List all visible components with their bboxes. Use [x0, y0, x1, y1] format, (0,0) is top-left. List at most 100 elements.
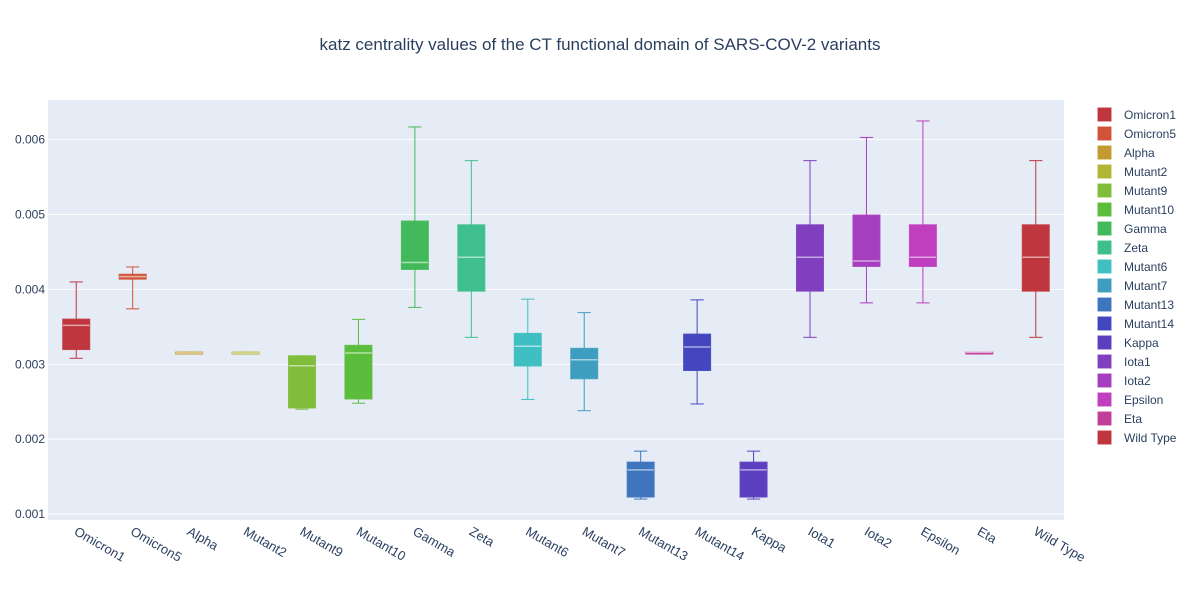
- box-iqr: [852, 214, 881, 267]
- box-kappa[interactable]: [739, 450, 768, 500]
- box-mutant6[interactable]: [513, 298, 542, 400]
- legend-swatch: [1097, 354, 1112, 369]
- legend-label: Wild Type: [1124, 431, 1177, 445]
- box-omicron1[interactable]: [62, 281, 91, 359]
- legend-item[interactable]: Eta: [1097, 411, 1142, 426]
- legend-label: Mutant9: [1124, 184, 1168, 198]
- x-tick-label: Eta: [975, 524, 1000, 547]
- y-axis: 0.001 0.002 0.003 0.004 0.005 0.006: [15, 133, 45, 521]
- legend-item[interactable]: Omicron5: [1097, 126, 1176, 141]
- box-eta[interactable]: [965, 351, 994, 355]
- x-tick-label: Gamma: [410, 524, 458, 560]
- legend[interactable]: Omicron1 Omicron5 Alpha Mutant2 Mutant9 Mutan…: [1097, 107, 1177, 445]
- y-tick-label: 0.003: [15, 357, 45, 371]
- legend-item[interactable]: Wild Type: [1097, 430, 1177, 445]
- x-tick-label: Zeta: [467, 524, 498, 550]
- legend-item[interactable]: Mutant9: [1097, 183, 1168, 198]
- x-tick-label: Omicron1: [72, 524, 128, 565]
- legend-label: Mutant6: [1124, 260, 1168, 274]
- box-mutant13[interactable]: [626, 450, 655, 500]
- y-tick-label: 0.005: [15, 208, 45, 222]
- box-iota1[interactable]: [795, 160, 825, 338]
- box-mutant7[interactable]: [570, 312, 599, 412]
- box-iqr: [683, 333, 712, 372]
- box-iqr: [908, 224, 937, 267]
- legend-item[interactable]: Iota1: [1097, 354, 1151, 369]
- box-zeta[interactable]: [457, 160, 486, 338]
- box-mutant2[interactable]: [231, 351, 260, 355]
- box-iqr: [570, 347, 599, 380]
- legend-label: Kappa: [1124, 336, 1159, 350]
- legend-swatch: [1097, 373, 1112, 388]
- legend-item[interactable]: Mutant10: [1097, 202, 1174, 217]
- legend-label: Omicron1: [1124, 108, 1176, 122]
- box-gamma[interactable]: [400, 126, 429, 308]
- legend-swatch: [1097, 335, 1112, 350]
- legend-item[interactable]: Alpha: [1097, 145, 1155, 160]
- box-iqr: [62, 318, 91, 351]
- box-iqr: [739, 461, 768, 498]
- legend-item[interactable]: Mutant2: [1097, 164, 1168, 179]
- legend-item[interactable]: Mutant7: [1097, 278, 1168, 293]
- y-tick-label: 0.001: [15, 507, 45, 521]
- box-iqr: [400, 220, 429, 270]
- box-mutant9[interactable]: [287, 355, 317, 410]
- box-series-group: [62, 120, 1050, 500]
- x-tick-label: Epsilon: [918, 524, 962, 558]
- legend-label: Gamma: [1124, 222, 1167, 236]
- grid-lines: [48, 139, 1064, 515]
- box-iqr: [344, 344, 373, 400]
- x-tick-label: Wild Type: [1031, 524, 1088, 565]
- box-iqr: [626, 461, 655, 498]
- legend-swatch: [1097, 221, 1112, 236]
- legend-swatch: [1097, 297, 1112, 312]
- x-tick-label: Mutant13: [636, 524, 690, 564]
- legend-item[interactable]: Epsilon: [1097, 392, 1163, 407]
- legend-swatch: [1097, 316, 1112, 331]
- legend-swatch: [1097, 278, 1112, 293]
- chart-title: katz centrality values of the CT functio…: [320, 35, 881, 54]
- legend-item[interactable]: Mutant14: [1097, 316, 1174, 331]
- legend-item[interactable]: Gamma: [1097, 221, 1167, 236]
- box-alpha[interactable]: [175, 351, 204, 355]
- box-iota2[interactable]: [852, 136, 881, 304]
- x-tick-label: Iota2: [862, 524, 895, 551]
- x-tick-label: Kappa: [749, 524, 790, 556]
- legend-swatch: [1097, 240, 1112, 255]
- box-wild-type[interactable]: [1021, 160, 1050, 338]
- legend-item[interactable]: Kappa: [1097, 335, 1159, 350]
- box-mutant14[interactable]: [683, 299, 712, 405]
- legend-swatch: [1097, 392, 1112, 407]
- x-tick-label: Iota1: [806, 524, 839, 551]
- legend-label: Mutant2: [1124, 165, 1168, 179]
- legend-item[interactable]: Omicron1: [1097, 107, 1176, 122]
- x-tick-label: Omicron5: [128, 524, 184, 565]
- box-iqr: [287, 355, 317, 409]
- legend-swatch: [1097, 164, 1112, 179]
- x-tick-label: Mutant9: [298, 524, 346, 560]
- x-tick-label: Mutant7: [580, 524, 628, 560]
- legend-swatch: [1097, 126, 1112, 141]
- x-tick-label: Mutant14: [693, 524, 747, 564]
- legend-label: Mutant14: [1124, 317, 1174, 331]
- x-axis: Omicron1 Omicron5 Alpha Mutant2 Mutant9 Mutan…: [72, 524, 1088, 565]
- box-mutant10[interactable]: [344, 318, 373, 404]
- y-tick-label: 0.004: [15, 282, 45, 296]
- legend-swatch: [1097, 183, 1112, 198]
- x-tick-label: Mutant10: [354, 524, 408, 564]
- legend-item[interactable]: Iota2: [1097, 373, 1151, 388]
- x-tick-label: Alpha: [185, 524, 222, 554]
- legend-item[interactable]: Mutant6: [1097, 259, 1168, 274]
- legend-label: Epsilon: [1124, 393, 1163, 407]
- legend-swatch: [1097, 107, 1112, 122]
- legend-label: Iota2: [1124, 374, 1151, 388]
- legend-swatch: [1097, 202, 1112, 217]
- box-epsilon[interactable]: [908, 120, 937, 304]
- box-omicron5[interactable]: [118, 266, 147, 310]
- y-tick-label: 0.002: [15, 432, 45, 446]
- legend-swatch: [1097, 259, 1112, 274]
- legend-item[interactable]: Zeta: [1097, 240, 1148, 255]
- legend-item[interactable]: Mutant13: [1097, 297, 1174, 312]
